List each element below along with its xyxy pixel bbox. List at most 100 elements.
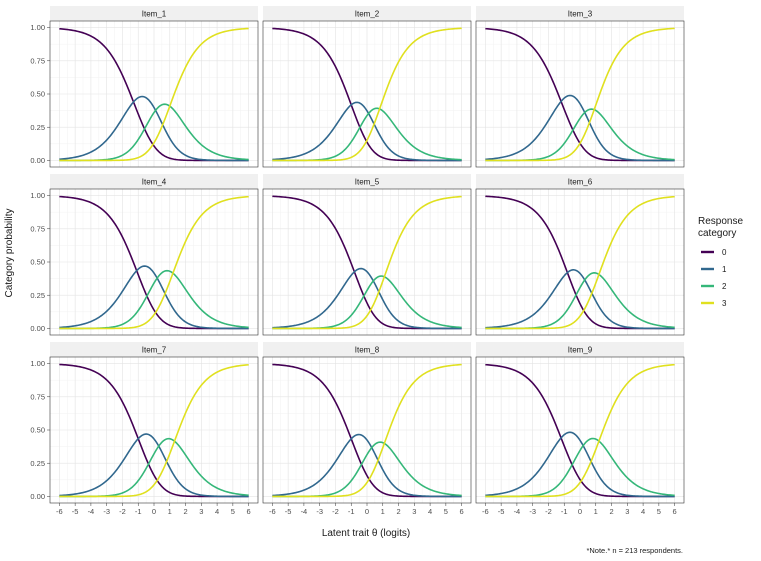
- panel-title: Item_9: [568, 346, 593, 355]
- legend-title-line-1: Response: [698, 216, 743, 227]
- x-tick-label: -6: [56, 507, 63, 516]
- legend-title-line-2: category: [698, 228, 736, 239]
- series-line-category-3: [272, 363, 462, 498]
- panel-item_4: Item_4 0.00 0.25 0.50 0.75 1.00: [30, 174, 259, 336]
- panel-strip: [476, 6, 684, 21]
- panel-strip: [476, 342, 684, 357]
- series-line-category-3: [272, 27, 462, 162]
- series-line-category-1: [485, 94, 675, 162]
- x-tick-label: 3: [199, 507, 203, 516]
- y-tick-label: 0.00: [30, 156, 45, 165]
- caption: *Note.* n = 213 respondents.: [586, 546, 683, 555]
- panel-strip: [50, 342, 258, 357]
- y-tick-label: 0.00: [30, 324, 45, 333]
- y-tick-label: 0.00: [30, 492, 45, 501]
- x-tick-label: -1: [561, 507, 568, 516]
- x-tick-label: 4: [215, 507, 219, 516]
- x-tick-label: 1: [381, 507, 385, 516]
- x-tick-label: 2: [396, 507, 400, 516]
- x-tick-label: -2: [545, 507, 552, 516]
- x-axis-title: Latent trait θ (logits): [322, 528, 410, 539]
- x-tick-label: -4: [301, 507, 308, 516]
- legend: Response category 0 1 2 3: [698, 216, 743, 308]
- x-tick-label: 1: [168, 507, 172, 516]
- x-tick-label: 2: [183, 507, 187, 516]
- y-tick-label: 0.25: [30, 291, 45, 300]
- y-tick-label: 1.00: [30, 23, 45, 32]
- x-tick-label: 6: [673, 507, 677, 516]
- series-line-category-1: [272, 267, 462, 330]
- legend-label-1: 1: [722, 265, 727, 274]
- series-line-category-3: [59, 363, 249, 498]
- panel-strip: [50, 6, 258, 21]
- panel-item_9: Item_9 -6 -5 -4 -3 -2 -1 0 1 2 3 4 5 6: [475, 342, 685, 516]
- panel-title: Item_3: [568, 10, 593, 19]
- x-tick-label: -6: [269, 507, 276, 516]
- y-tick-label: 0.50: [30, 258, 45, 267]
- x-tick-label: 4: [428, 507, 432, 516]
- x-tick-label: -4: [88, 507, 95, 516]
- panel-strip: [263, 6, 471, 21]
- series-line-category-1: [59, 265, 249, 330]
- x-tick-label: 3: [625, 507, 629, 516]
- x-tick-label: 1: [594, 507, 598, 516]
- y-axis-title: Category probability: [4, 209, 15, 298]
- panel-border: [262, 188, 472, 336]
- x-tick-label: -4: [514, 507, 521, 516]
- x-tick-label: 0: [152, 507, 156, 516]
- x-tick-label: 5: [444, 507, 448, 516]
- y-tick-label: 0.75: [30, 392, 45, 401]
- y-tick-label: 0.50: [30, 90, 45, 99]
- panel-title: Item_1: [142, 10, 167, 19]
- y-tick-label: 0.25: [30, 459, 45, 468]
- x-tick-label: 0: [578, 507, 582, 516]
- legend-entries: 0 1 2 3: [701, 248, 727, 308]
- x-tick-label: 4: [641, 507, 645, 516]
- x-tick-label: -2: [332, 507, 339, 516]
- y-tick-label: 1.00: [30, 359, 45, 368]
- panel-border: [475, 20, 685, 168]
- panel-title: Item_6: [568, 178, 593, 187]
- x-tick-label: 6: [247, 507, 251, 516]
- panel-strip: [263, 342, 471, 357]
- x-tick-label: 5: [657, 507, 661, 516]
- legend-label-3: 3: [722, 299, 727, 308]
- y-tick-label: 0.75: [30, 224, 45, 233]
- series-line-category-1: [485, 431, 675, 498]
- y-tick-label: 0.50: [30, 426, 45, 435]
- panels-layer: Item_1 0.00 0.25 0.50 0.75 1.00 Item_2 Item_3 It…: [30, 6, 685, 516]
- x-tick-label: -3: [103, 507, 110, 516]
- x-tick-label: -1: [135, 507, 142, 516]
- panel-title: Item_7: [142, 346, 167, 355]
- panel-item_7: Item_7 0.00 0.25 0.50 0.75 1.00 -6 -5 -4 -3 -2 -1 0 1…: [30, 342, 259, 516]
- x-tick-label: 0: [365, 507, 369, 516]
- y-tick-label: 0.25: [30, 123, 45, 132]
- x-tick-label: -5: [498, 507, 505, 516]
- panel-strip: [50, 174, 258, 189]
- panel-border: [475, 188, 685, 336]
- x-tick-label: -5: [72, 507, 79, 516]
- panel-title: Item_4: [142, 178, 167, 187]
- y-tick-label: 0.75: [30, 56, 45, 65]
- x-tick-label: 5: [231, 507, 235, 516]
- series-line-category-1: [272, 101, 462, 162]
- legend-label-2: 2: [722, 282, 727, 291]
- x-tick-label: -5: [285, 507, 292, 516]
- x-tick-label: -3: [316, 507, 323, 516]
- panel-item_2: Item_2: [262, 6, 472, 168]
- y-tick-label: 1.00: [30, 191, 45, 200]
- series-line-category-3: [59, 27, 249, 162]
- x-tick-label: 2: [609, 507, 613, 516]
- x-tick-label: 6: [460, 507, 464, 516]
- panel-item_6: Item_6: [475, 174, 685, 336]
- series-line-category-3: [272, 195, 462, 330]
- x-tick-label: -3: [529, 507, 536, 516]
- series-line-category-1: [485, 269, 675, 330]
- series-line-category-1: [59, 95, 249, 162]
- series-line-category-1: [59, 433, 249, 498]
- panel-border: [262, 20, 472, 168]
- series-line-category-3: [485, 363, 675, 498]
- x-tick-label: -2: [119, 507, 126, 516]
- series-line-category-3: [485, 27, 675, 162]
